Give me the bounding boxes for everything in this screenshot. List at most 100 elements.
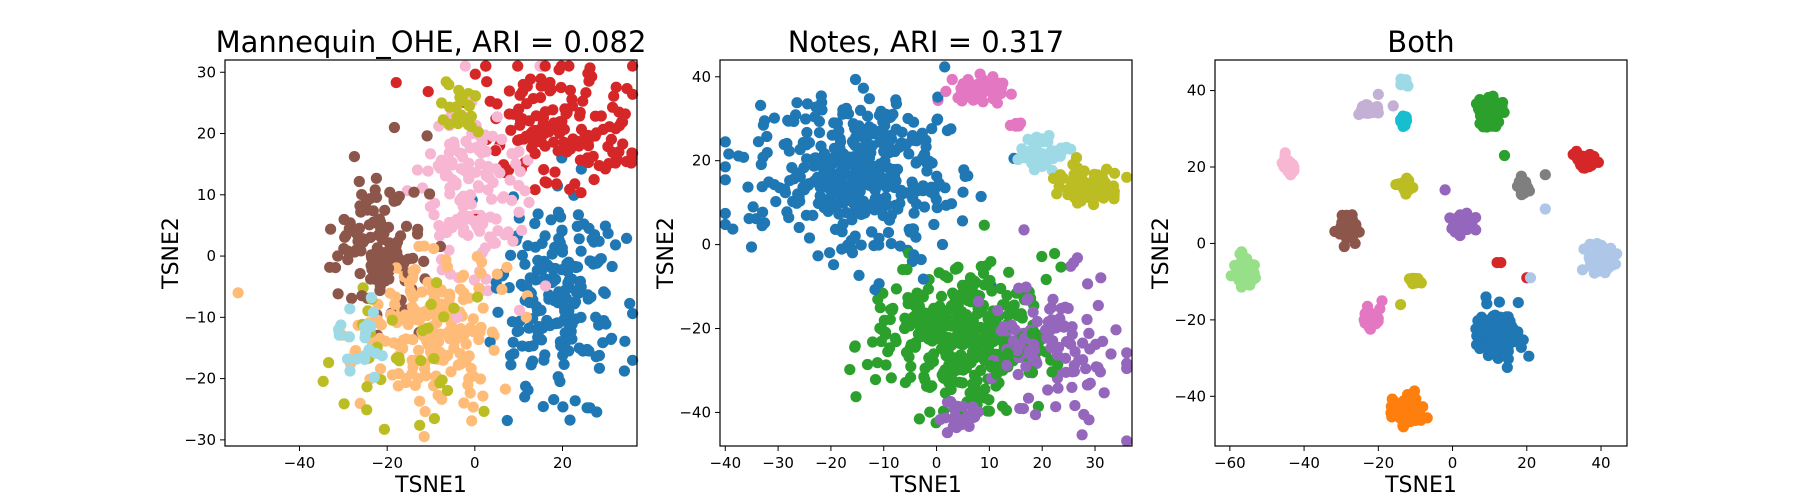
scatter-point (798, 162, 810, 174)
scatter-point (385, 239, 397, 251)
scatter-point (582, 157, 594, 169)
scatter-point (991, 368, 1003, 380)
scatter-point (543, 289, 555, 301)
scatter-point (871, 357, 884, 369)
x-tick-label: 30 (1085, 454, 1104, 472)
x-tick-label: 10 (980, 454, 999, 472)
scatter-point (593, 160, 605, 172)
scatter-point (779, 187, 792, 199)
scatter-point (521, 280, 533, 292)
scatter-point (489, 145, 502, 157)
scatter-point (520, 311, 532, 323)
scatter-point (455, 323, 467, 335)
scatter-point (547, 104, 559, 116)
scatter-point (1068, 257, 1080, 269)
scatter-point (719, 207, 731, 220)
scatter-point (378, 423, 390, 435)
scatter-point (444, 291, 456, 303)
scatter-point (582, 140, 595, 152)
scatter-point (610, 81, 622, 93)
scatter-point (828, 259, 840, 271)
scatter-point (344, 303, 356, 315)
scatter-point (918, 201, 931, 213)
scatter-point (473, 333, 485, 346)
scatter-point (945, 123, 957, 135)
scatter-point (463, 292, 475, 304)
scatter-point (883, 214, 896, 226)
scatter-point (1042, 384, 1054, 396)
subplot-title: Mannequin_OHE, ARI = 0.082 (216, 25, 647, 59)
scatter-point (1090, 361, 1102, 373)
scatter-point (719, 161, 731, 173)
scatter-point (1070, 152, 1083, 164)
scatter-point (856, 162, 869, 174)
scatter-point (503, 108, 515, 120)
scatter-point (522, 154, 534, 166)
scatter-point (572, 209, 585, 221)
scatter-point (355, 206, 367, 218)
scatter-point (520, 130, 532, 142)
scatter-point (818, 148, 831, 160)
scatter-point (463, 170, 475, 182)
scatter-point (1040, 273, 1052, 286)
scatter-point (548, 394, 560, 406)
scatter-point (462, 119, 474, 131)
scatter-point (606, 260, 618, 273)
scatter-point (902, 292, 914, 304)
scatter-point (548, 136, 560, 148)
scatter-point (966, 378, 979, 390)
scatter-point (1108, 185, 1120, 197)
scatter-point (554, 116, 566, 128)
y-tick-label: −20 (1174, 311, 1206, 329)
scatter-point (558, 136, 570, 148)
scatter-point (609, 239, 622, 251)
scatter-point (1020, 360, 1032, 373)
scatter-point (917, 291, 929, 303)
scatter-point (1098, 387, 1110, 399)
scatter-point (515, 115, 527, 127)
scatter-point (972, 295, 985, 308)
scatter-point (559, 305, 571, 317)
scatter-point (1020, 281, 1032, 293)
scatter-point (508, 148, 520, 161)
scatter-point (1396, 180, 1408, 192)
scatter-point (367, 306, 379, 319)
scatter-point (599, 287, 611, 299)
axes-frame (1214, 59, 1628, 447)
scatter-point (463, 157, 475, 169)
scatter-point (927, 356, 940, 368)
scatter-point (874, 171, 886, 183)
scatter-point (317, 375, 329, 387)
scatter-point (1498, 106, 1510, 118)
scatter-point (761, 147, 773, 159)
scatter-point (490, 213, 502, 225)
scatter-point (491, 268, 503, 280)
scatter-point (1051, 188, 1063, 200)
scatter-point (526, 142, 538, 154)
scatter-point (873, 232, 885, 244)
scatter-point (332, 288, 344, 300)
scatter-point (407, 334, 419, 346)
scatter-point (1068, 168, 1080, 180)
scatter-point (539, 60, 551, 72)
scatter-point (1343, 228, 1355, 240)
scatter-point (1027, 352, 1039, 364)
scatter-point (476, 147, 488, 159)
x-axis-label: TSNE1 (394, 473, 467, 498)
scatter-point (895, 137, 908, 149)
scatter-point (581, 402, 593, 414)
scatter-point (1097, 335, 1109, 347)
scatter-point (370, 172, 382, 184)
scatter-point (850, 391, 862, 403)
scatter-point (1083, 327, 1095, 339)
scatter-point (414, 395, 426, 407)
scatter-point (934, 414, 946, 426)
scatter-point (998, 320, 1010, 333)
scatter-point (369, 184, 381, 196)
scatter-point (553, 233, 565, 245)
scatter-point (382, 262, 395, 274)
scatter-point (438, 302, 451, 314)
scatter-point (1013, 120, 1025, 132)
scatter-point (422, 86, 434, 98)
